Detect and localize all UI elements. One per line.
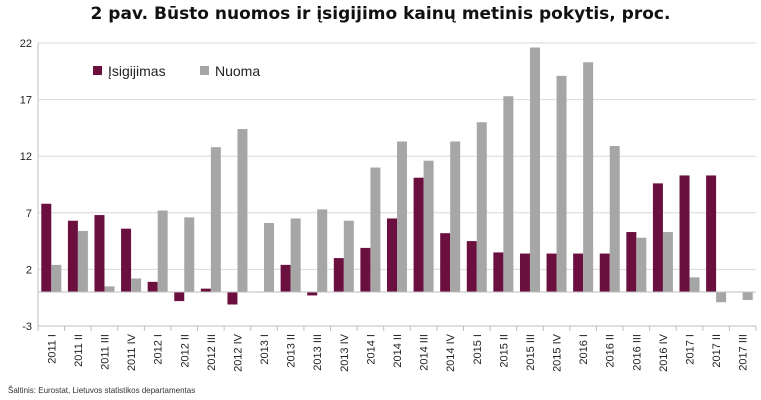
x-category-label: 2012 I <box>153 334 165 365</box>
bar-isigijimas <box>121 228 132 293</box>
x-category-label: 2011 III <box>99 334 111 370</box>
bar-nuoma <box>237 129 248 293</box>
x-category-label: 2013 III <box>312 334 324 371</box>
bar-isigijimas <box>387 218 397 293</box>
bar-nuoma <box>716 292 727 303</box>
bar-nuoma <box>529 47 540 293</box>
x-category-label: 2015 IV <box>552 333 564 372</box>
bar-nuoma <box>742 292 753 300</box>
x-category-label: 2016 II <box>605 334 617 368</box>
legend-swatch <box>200 66 209 75</box>
x-category-label: 2017 III <box>738 334 750 371</box>
y-tick-label: 12 <box>20 151 32 163</box>
category-labels: 2011 I 2011 II 2011 III 2011 IV 2012 I 2012 I… <box>46 333 749 372</box>
x-category-label: 2017 II <box>711 334 723 368</box>
bar-nuoma <box>51 264 62 293</box>
bar-isigijimas <box>466 241 477 293</box>
bar-nuoma <box>397 141 407 293</box>
bar-isigijimas <box>413 177 424 293</box>
bar-isigijimas <box>519 253 530 293</box>
x-category-label: 2012 III <box>206 334 218 371</box>
bar-nuoma <box>157 210 168 293</box>
bar-nuoma <box>104 286 115 293</box>
chart-title: 2 pav. Būsto nuomos ir įsigijimo kainų m… <box>90 4 671 24</box>
bar-nuoma <box>184 217 195 293</box>
legend-item-nuoma[interactable]: Nuoma <box>200 63 260 79</box>
axes <box>37 43 757 331</box>
legend-swatch <box>93 66 102 75</box>
bar-nuoma <box>609 146 620 293</box>
x-category-label: 2013 I <box>259 334 271 365</box>
bar-isigijimas <box>652 183 663 293</box>
bar-nuoma <box>689 277 700 293</box>
bar-nuoma <box>77 230 88 293</box>
y-tick-label: 7 <box>26 208 32 220</box>
bar-isigijimas <box>573 253 584 293</box>
bar-nuoma <box>583 62 594 293</box>
x-category-label: 2012 II <box>179 334 191 368</box>
bar-isigijimas <box>280 264 291 293</box>
bar-nuoma <box>476 122 487 293</box>
y-tick-labels: -3 2 7 12 17 22 <box>20 38 32 333</box>
bar-nuoma <box>556 75 567 293</box>
x-category-label: 2016 III <box>631 334 643 371</box>
bar-nuoma <box>131 278 142 293</box>
legend[interactable]: Įsigijimas Nuoma <box>93 63 260 79</box>
x-category-label: 2014 I <box>365 334 377 365</box>
bar-nuoma <box>343 220 354 293</box>
bar-isigijimas <box>307 292 318 296</box>
bar-isigijimas <box>626 232 637 293</box>
bar-nuoma <box>264 222 275 293</box>
bar-isigijimas <box>599 253 610 293</box>
y-tick-label: 22 <box>20 38 32 50</box>
bar-nuoma <box>636 237 647 293</box>
source-note: Šaltinis: Eurostat, Lietuvos statistikos… <box>8 386 196 395</box>
bar-isigijimas <box>679 175 690 293</box>
y-tick-label: 2 <box>26 264 32 276</box>
x-category-label: 2015 I <box>472 334 484 365</box>
x-category-label: 2014 II <box>392 334 404 368</box>
bar-isigijimas <box>67 220 78 293</box>
bar-isigijimas <box>227 292 238 305</box>
x-category-label: 2014 IV <box>445 333 457 372</box>
bar-isigijimas <box>360 247 371 293</box>
bar-nuoma <box>210 147 221 293</box>
x-category-label: 2013 IV <box>339 333 351 372</box>
bar-isigijimas <box>333 258 344 293</box>
x-category-label: 2011 IV <box>126 333 138 371</box>
x-category-label: 2012 IV <box>232 333 244 372</box>
bar-nuoma <box>370 167 381 293</box>
bar-nuoma <box>662 232 673 293</box>
bar-nuoma <box>503 96 514 293</box>
bar-isigijimas <box>546 253 557 293</box>
bar-isigijimas <box>41 203 52 293</box>
bar-nuoma <box>290 218 301 293</box>
bar-isigijimas <box>200 288 211 293</box>
x-category-label: 2017 I <box>685 334 697 365</box>
x-category-label: 2014 III <box>419 334 431 371</box>
x-category-label: 2015 II <box>498 334 510 368</box>
x-category-label: 2013 II <box>286 334 298 368</box>
bar-nuoma <box>317 209 328 293</box>
x-category-label: 2011 I <box>46 334 58 364</box>
bar-nuoma <box>423 160 434 293</box>
x-category-label: 2015 III <box>525 334 537 371</box>
bars <box>41 47 753 305</box>
y-tick-label: -3 <box>22 321 32 333</box>
bar-isigijimas <box>147 281 158 293</box>
bar-isigijimas <box>94 215 105 293</box>
bar-isigijimas <box>493 252 504 293</box>
bar-isigijimas <box>440 233 451 293</box>
bar-isigijimas <box>174 292 185 302</box>
x-category-label: 2016 IV <box>658 333 670 372</box>
legend-label: Nuoma <box>215 63 260 79</box>
x-category-label: 2016 I <box>578 334 590 365</box>
legend-item-isigijimas[interactable]: Įsigijimas <box>93 63 166 79</box>
bar-nuoma <box>450 141 461 293</box>
y-tick-label: 17 <box>20 95 32 107</box>
legend-label: Įsigijimas <box>108 63 166 79</box>
bar-isigijimas <box>706 175 717 293</box>
x-category-label: 2011 II <box>73 334 85 367</box>
